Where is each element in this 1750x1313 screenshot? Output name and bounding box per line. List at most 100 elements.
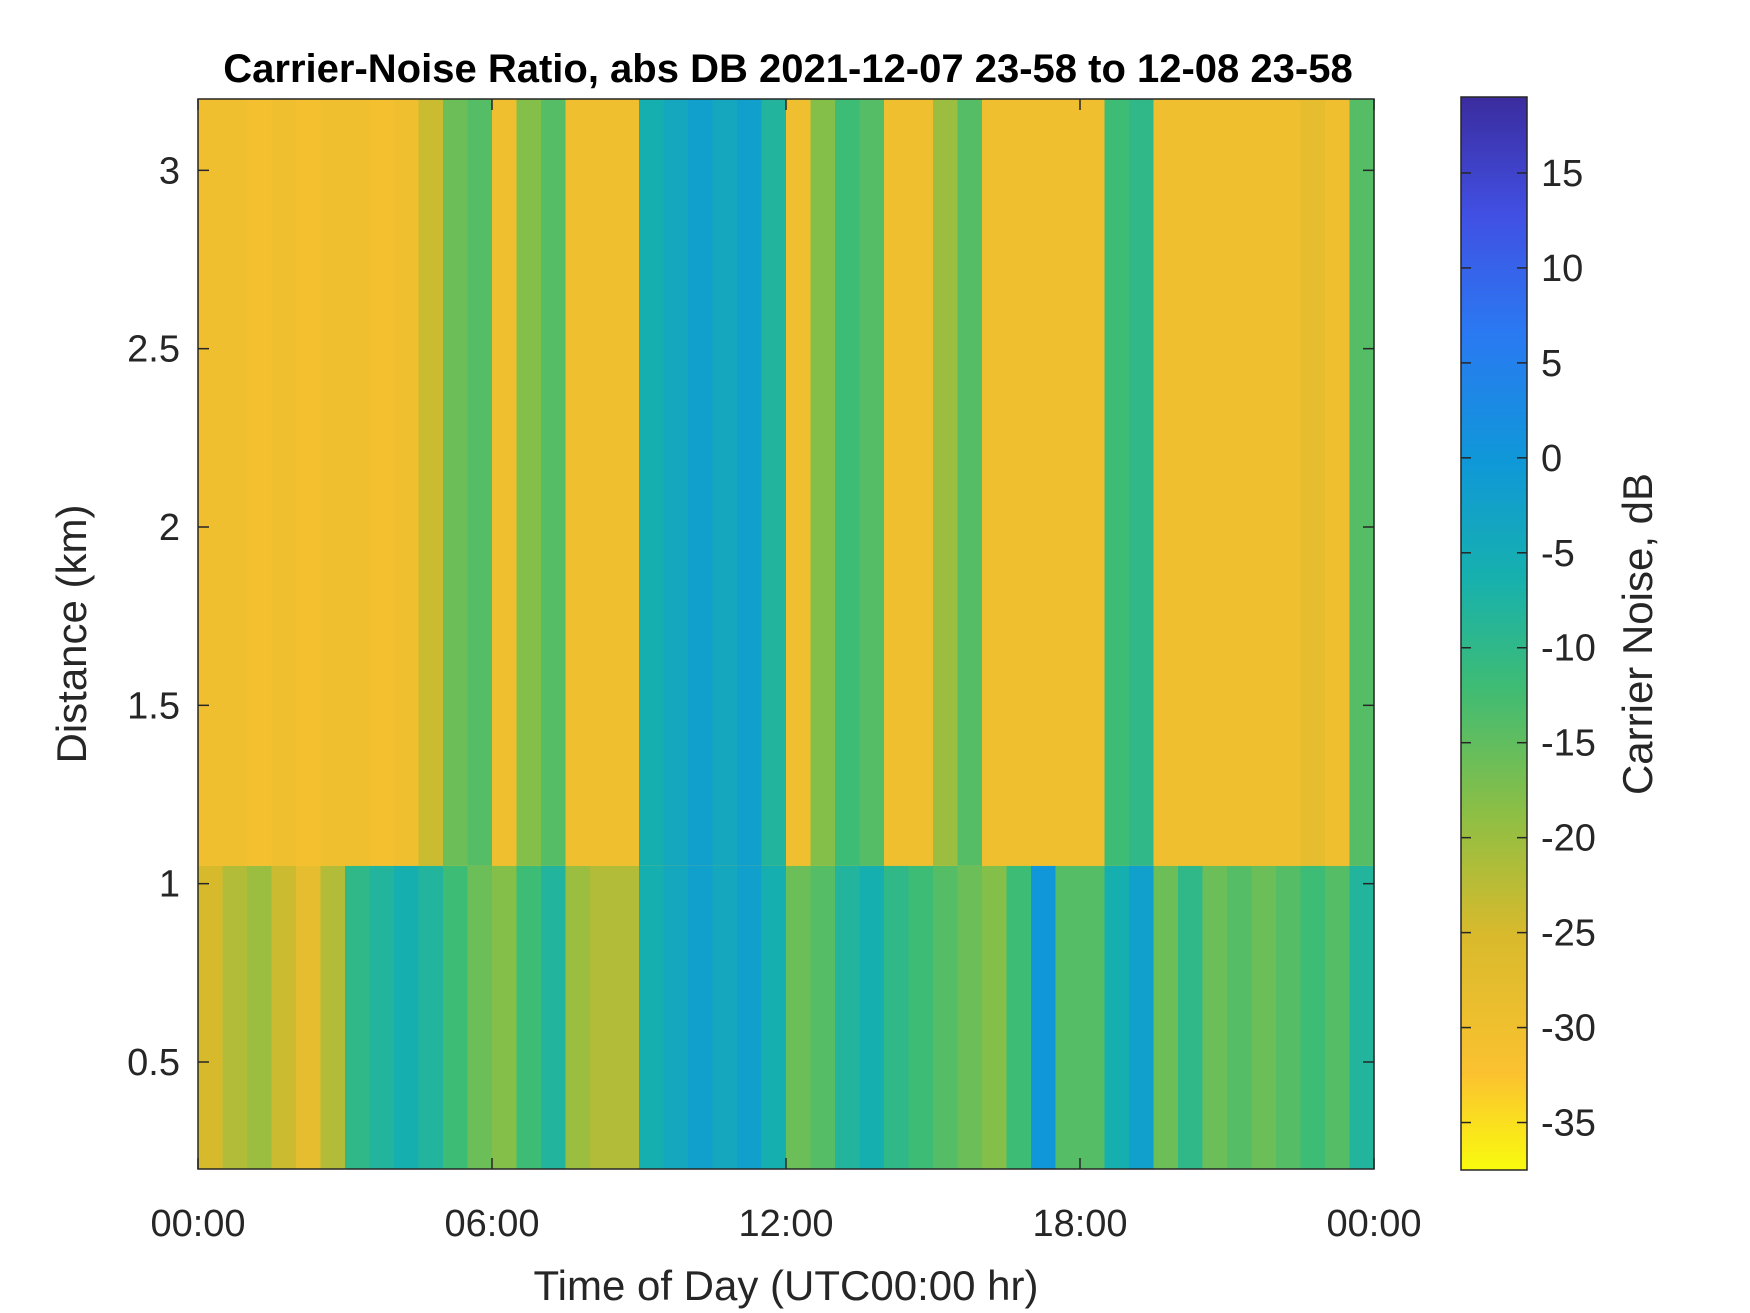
heatmap-cell-high xyxy=(1251,99,1277,866)
heatmap-cell-high xyxy=(663,99,689,866)
colorbar-gradient xyxy=(1460,96,1528,1171)
heatmap-cell-high xyxy=(1153,99,1179,866)
heatmap-cell-low xyxy=(639,865,665,1169)
heatmap-cell-high xyxy=(565,99,591,866)
heatmap-cell-low xyxy=(1325,865,1351,1169)
heatmap-cell-low xyxy=(1031,865,1057,1169)
heatmap-cell-high xyxy=(1276,99,1302,866)
heatmap-cell-low xyxy=(1300,865,1326,1169)
heatmap-cell-high xyxy=(933,99,959,866)
heatmap-cell-high xyxy=(1227,99,1253,866)
heatmap-cell-low xyxy=(786,865,812,1169)
heatmap-cell-high xyxy=(443,99,469,866)
colorbar: 15 10 5 0 -5 -10 -15 -20 -25 -30 -35 Carrier Noise… xyxy=(1460,96,1661,1171)
heatmap-cell-low xyxy=(247,865,273,1169)
colorbar-tick-label: 15 xyxy=(1541,153,1583,195)
colorbar-title: Carrier Noise, dB xyxy=(1614,473,1661,795)
heatmap-cell-low xyxy=(1349,865,1375,1169)
heatmap-cell-low xyxy=(1251,865,1277,1169)
heatmap-cell-high xyxy=(1006,99,1032,866)
heatmap-cell-low xyxy=(1227,865,1253,1169)
heatmap-cell-high xyxy=(198,99,224,866)
heatmap-cell-high xyxy=(1104,99,1130,866)
heatmap-cell-low xyxy=(1104,865,1130,1169)
x-axis-title: Time of Day (UTC00:00 hr) xyxy=(534,1262,1039,1309)
x-tick-label: 00:00 xyxy=(150,1203,245,1245)
heatmap-cell-high xyxy=(737,99,763,866)
y-tick-label: 1 xyxy=(159,864,180,906)
y-tick-label: 0.5 xyxy=(127,1042,180,1084)
heatmap-cell-low xyxy=(908,865,934,1169)
heatmap-cell-high xyxy=(884,99,910,866)
heatmap-cell-low xyxy=(1276,865,1302,1169)
heatmap-cell-low xyxy=(982,865,1008,1169)
heatmap-cell-low xyxy=(1178,865,1204,1169)
heatmap-cell-low xyxy=(761,865,787,1169)
heatmap-cell-high xyxy=(982,99,1008,866)
colorbar-tick-label: -10 xyxy=(1541,628,1596,670)
heatmap-cell-high xyxy=(810,99,836,866)
heatmap-cell-high xyxy=(222,99,248,866)
heatmap-cell-low xyxy=(957,865,983,1169)
heatmap-cell-high xyxy=(296,99,322,866)
heatmap-cell-high xyxy=(369,99,395,866)
heatmap-cell-low xyxy=(198,865,224,1169)
colorbar-tick-label: -30 xyxy=(1541,1008,1596,1050)
heatmap-cell-low xyxy=(418,865,444,1169)
colorbar-tick-label: -20 xyxy=(1541,818,1596,860)
heatmap-cell-low xyxy=(884,865,910,1169)
heatmap-cell-low xyxy=(369,865,395,1169)
y-tick-label: 3 xyxy=(159,150,180,192)
heatmap-cell-high xyxy=(1080,99,1106,866)
heatmap-cell-high xyxy=(908,99,934,866)
heatmap-cell-high xyxy=(590,99,616,866)
heatmap-cell-high xyxy=(247,99,273,866)
colorbar-tick-label: 5 xyxy=(1541,343,1562,385)
heatmap-cell-high xyxy=(345,99,371,866)
heatmap-cell-low xyxy=(565,865,591,1169)
heatmap-cell-high xyxy=(271,99,297,866)
heatmap-cell-high xyxy=(418,99,444,866)
heatmap-cell-high xyxy=(1031,99,1057,866)
heatmap-cell-low xyxy=(1080,865,1106,1169)
heatmap-cell-high xyxy=(467,99,493,866)
heatmap-cell-high xyxy=(320,99,346,866)
chart-title: Carrier-Noise Ratio, abs DB 2021-12-07 2… xyxy=(223,47,1352,91)
heatmap-cell-high xyxy=(1300,99,1326,866)
heatmap-cell-high xyxy=(541,99,567,866)
y-axis-title: Distance (km) xyxy=(48,504,95,763)
y-tick-label: 2.5 xyxy=(127,329,180,371)
heatmap-cell-low xyxy=(1129,865,1155,1169)
heatmap-cell-high xyxy=(394,99,420,866)
colorbar-tick-label: 0 xyxy=(1541,438,1562,480)
heatmap-cell-low xyxy=(810,865,836,1169)
heatmap-cell-high xyxy=(492,99,518,866)
heatmap-cell-low xyxy=(688,865,714,1169)
heatmap-cell-low xyxy=(859,865,885,1169)
colorbar-tick-label: -25 xyxy=(1541,913,1596,955)
x-tick-label: 06:00 xyxy=(444,1203,539,1245)
heatmap-cell-low xyxy=(467,865,493,1169)
heatmap-cell-high xyxy=(688,99,714,866)
x-tick-label: 00:00 xyxy=(1326,1203,1421,1245)
heatmap-cell-low xyxy=(345,865,371,1169)
heatmap-cell-high xyxy=(761,99,787,866)
colorbar-tick-label: 10 xyxy=(1541,248,1583,290)
heatmap-cell-low xyxy=(663,865,689,1169)
heatmap-cell-low xyxy=(1202,865,1228,1169)
heatmap-cell-high xyxy=(786,99,812,866)
heatmap-cell-low xyxy=(296,865,322,1169)
heatmap-cell-low xyxy=(443,865,469,1169)
heatmap-cell-high xyxy=(1129,99,1155,866)
heatmap-cell-high xyxy=(957,99,983,866)
heatmap-cell-low xyxy=(1006,865,1032,1169)
heatmap-cell-high xyxy=(859,99,885,866)
heatmap-cell-low xyxy=(1055,865,1081,1169)
heatmap-cell-high xyxy=(1349,99,1375,866)
heatmap-cell-low xyxy=(271,865,297,1169)
heatmap-cell-low xyxy=(712,865,738,1169)
heatmap-cell-low xyxy=(1153,865,1179,1169)
heatmap-cell-low xyxy=(516,865,542,1169)
heatmap-cell-low xyxy=(320,865,346,1169)
